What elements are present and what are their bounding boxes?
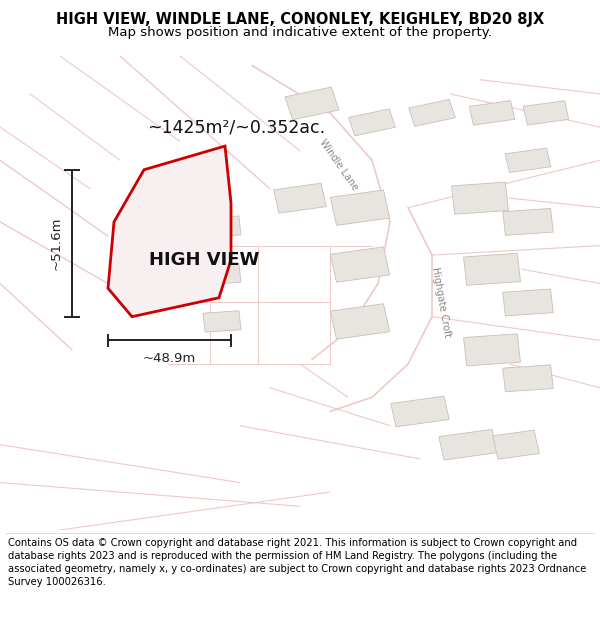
Text: Highgate Croft: Highgate Croft xyxy=(430,267,452,338)
Polygon shape xyxy=(330,304,390,339)
Polygon shape xyxy=(349,109,395,136)
Polygon shape xyxy=(503,289,553,316)
Text: ~51.6m: ~51.6m xyxy=(50,216,63,270)
Polygon shape xyxy=(203,263,241,285)
Text: HIGH VIEW: HIGH VIEW xyxy=(149,251,259,269)
Polygon shape xyxy=(203,216,241,238)
Polygon shape xyxy=(503,209,553,236)
Polygon shape xyxy=(493,430,539,459)
Polygon shape xyxy=(523,101,569,125)
Polygon shape xyxy=(505,148,551,173)
Text: ~48.9m: ~48.9m xyxy=(143,352,196,365)
Polygon shape xyxy=(439,429,497,460)
Polygon shape xyxy=(464,253,520,286)
Polygon shape xyxy=(464,334,520,366)
Polygon shape xyxy=(469,101,515,125)
Text: HIGH VIEW, WINDLE LANE, CONONLEY, KEIGHLEY, BD20 8JX: HIGH VIEW, WINDLE LANE, CONONLEY, KEIGHL… xyxy=(56,12,544,28)
Polygon shape xyxy=(285,87,339,120)
Polygon shape xyxy=(409,99,455,126)
Polygon shape xyxy=(274,183,326,213)
Polygon shape xyxy=(503,365,553,392)
Text: ~1425m²/~0.352ac.: ~1425m²/~0.352ac. xyxy=(147,118,325,136)
Polygon shape xyxy=(330,247,390,282)
Text: Windle Lane: Windle Lane xyxy=(317,138,361,192)
Polygon shape xyxy=(203,311,241,332)
Polygon shape xyxy=(330,190,390,226)
Text: Map shows position and indicative extent of the property.: Map shows position and indicative extent… xyxy=(108,26,492,39)
Text: Contains OS data © Crown copyright and database right 2021. This information is : Contains OS data © Crown copyright and d… xyxy=(8,538,586,588)
Polygon shape xyxy=(391,396,449,427)
Polygon shape xyxy=(452,182,508,214)
Polygon shape xyxy=(108,146,231,317)
